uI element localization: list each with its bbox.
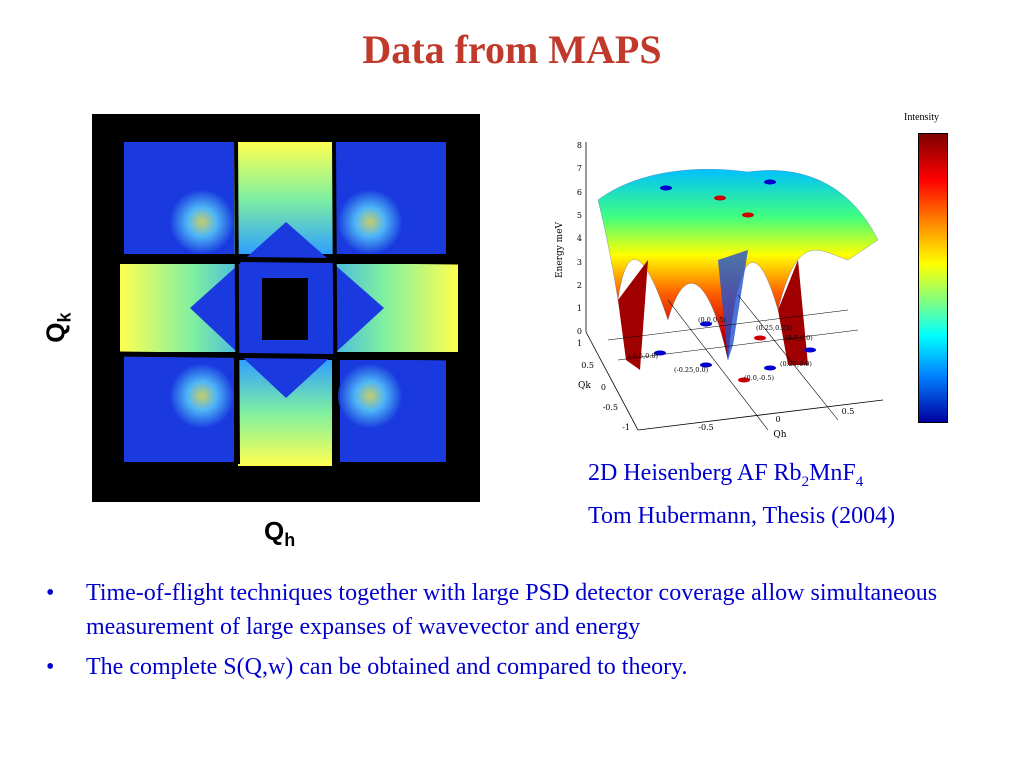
- qspace-intensity-map: [92, 114, 480, 502]
- z-tick: 6: [577, 188, 582, 197]
- bullet-list: • Time-of-flight techniques together with…: [46, 576, 966, 690]
- qh-tick: -0.5: [698, 423, 713, 432]
- qk-tick: 0.5: [581, 361, 594, 370]
- z-tick: 3: [577, 258, 582, 267]
- slide-title: Data from MAPS: [362, 27, 662, 72]
- qk-axis-label: Qk: [578, 381, 591, 391]
- qh-axis-label: Qh: [773, 430, 786, 440]
- qk-tick: -0.5: [603, 403, 618, 412]
- qh-tick: 0: [775, 415, 780, 424]
- caption-citation: Tom Hubermann, Thesis (2004): [588, 502, 896, 529]
- point-label: (-0.5,0.0): [628, 352, 658, 360]
- z-tick: 2: [577, 281, 582, 290]
- colorbar-label: Intensity: [904, 112, 939, 123]
- qk-tick: 0: [601, 383, 606, 392]
- z-tick: 4: [577, 234, 582, 243]
- z-tick: 5: [577, 211, 582, 220]
- caption-compound: 2D Heisenberg AF Rb2MnF4: [588, 460, 864, 490]
- point-label: (0.25,0.0): [780, 360, 812, 368]
- z-tick: 7: [577, 164, 582, 173]
- qk-axis-label: Qk: [40, 312, 75, 343]
- z-tick: 1: [577, 304, 582, 313]
- qk-tick: -1: [622, 423, 630, 432]
- z-tick: 0: [577, 327, 582, 336]
- point-label: (0.0,0.5): [698, 316, 726, 324]
- point-label: (0.25,0.25): [756, 324, 793, 332]
- qh-axis-label: Qh: [264, 516, 296, 551]
- point-label: (0.0,-0.5): [744, 374, 774, 382]
- point-label: (-0.25,0.0): [674, 366, 709, 374]
- qh-tick: 0.5: [842, 407, 855, 416]
- z-tick: 8: [577, 141, 582, 150]
- figure-caption: 2D Heisenberg AF Rb2MnF4 Tom Hubermann, …: [588, 456, 895, 533]
- dispersion-surface-plot: 8 7 6 5 4 3 2 1 0 Energy meV (0.0,0.5): [555, 141, 884, 440]
- intensity-colorbar: [918, 133, 948, 423]
- energy-axis-label: Energy meV: [555, 221, 565, 278]
- point-label: (0.5,0.0): [785, 334, 813, 342]
- bullet-item: • The complete S(Q,w) can be obtained and…: [46, 654, 688, 680]
- bullet-item: • Time-of-flight techniques together with…: [46, 580, 938, 640]
- qk-tick: 1: [577, 339, 582, 348]
